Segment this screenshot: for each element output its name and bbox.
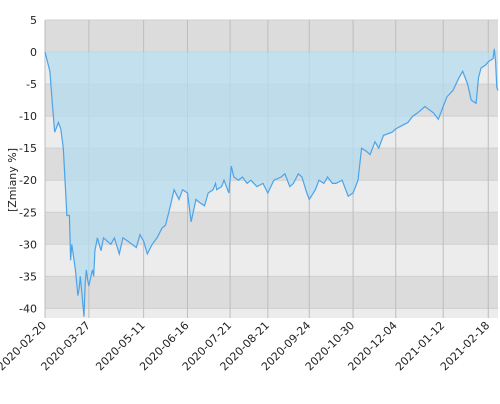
y-tick-label: -25 [19, 206, 37, 219]
y-tick-label: -30 [19, 238, 37, 251]
background-band [45, 244, 498, 277]
y-tick-label: -40 [19, 302, 37, 315]
y-tick-label: -10 [19, 110, 37, 123]
area-fill [45, 48, 498, 317]
y-tick-label: 5 [30, 14, 37, 27]
background-band [45, 308, 498, 318]
line [44, 48, 499, 317]
y-axis-label: [Zmiany %] [6, 148, 19, 212]
y-tick-label: 0 [30, 46, 37, 59]
y-tick-label: -35 [19, 270, 37, 283]
y-tick-label: -5 [26, 78, 37, 91]
background-band [45, 20, 498, 53]
y-tick-label: -20 [19, 174, 37, 187]
y-tick-label: -15 [19, 142, 37, 155]
background-band [45, 276, 498, 309]
